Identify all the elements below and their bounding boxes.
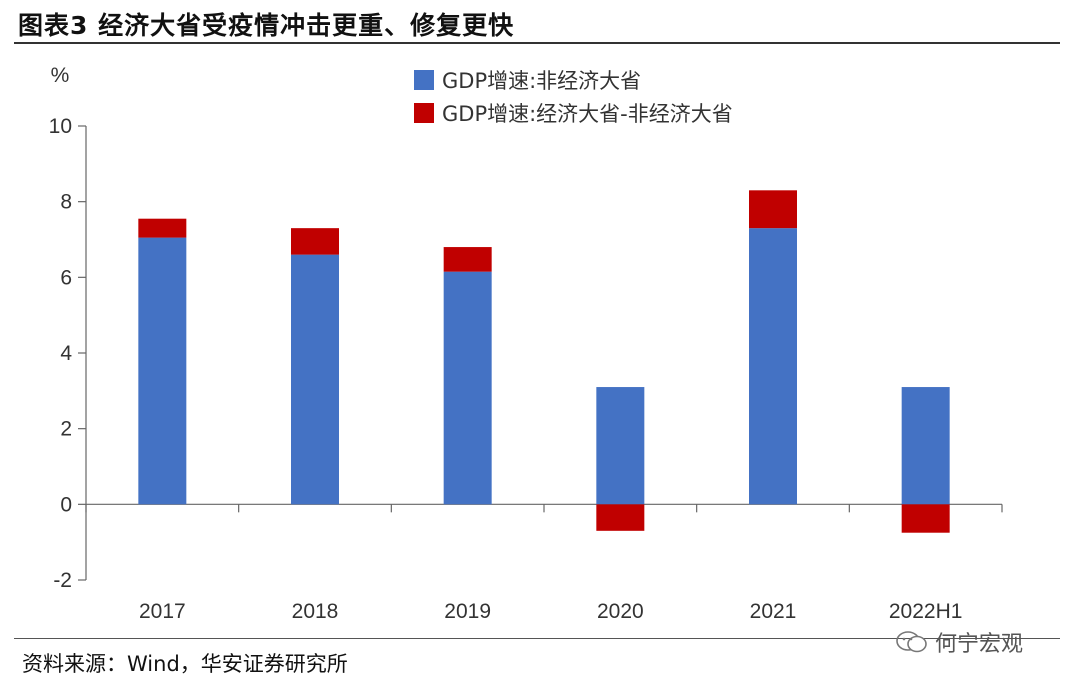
x-tick-label: 2017	[139, 600, 186, 623]
bar-diff-2017	[138, 218, 187, 238]
title-rule	[14, 42, 1060, 44]
bar-diff-2021	[749, 190, 797, 229]
bar-diff-2018	[291, 228, 339, 255]
legend-label: GDP增速:经济大省-非经济大省	[442, 102, 733, 126]
y-tick-label: 0	[60, 493, 72, 516]
x-tick-label: 2021	[750, 600, 797, 623]
wechat-icon	[896, 631, 927, 653]
chart-title: 图表3 经济大省受疫情冲击更重、修复更快	[18, 11, 515, 40]
y-tick-label: -2	[53, 569, 72, 592]
x-tick-label: 2022H1	[889, 600, 963, 623]
x-tick-label: 2018	[292, 600, 339, 623]
bar-diff-2020	[596, 504, 645, 531]
legend-swatch	[414, 70, 434, 90]
footer-rule	[14, 638, 1060, 639]
y-tick-label: 10	[49, 115, 72, 138]
y-tick-label: 2	[60, 418, 72, 441]
y-tick-label: 8	[60, 191, 72, 214]
bar-non-major-2020	[596, 387, 645, 505]
legend-swatch	[414, 103, 434, 123]
bar-diff-2022H1	[901, 504, 950, 533]
chart-axes: -2 0 2 4 6 8 10% 2017 2018 2019 2020 2021 2022H1	[49, 64, 1003, 623]
bar-diff-2019	[443, 247, 492, 272]
y-tick-label: 6	[60, 266, 72, 289]
chart-legend: GDP增速:非经济大省 GDP增速:经济大省-非经济大省	[414, 69, 733, 126]
bar-non-major-2022H1	[901, 387, 950, 505]
y-tick-label: 4	[60, 342, 72, 365]
watermark-text: 何宁宏观	[935, 632, 1024, 657]
bar-non-major-2018	[291, 254, 339, 505]
watermark: 何宁宏观	[895, 626, 1023, 658]
bar-non-major-2017	[138, 237, 187, 505]
x-tick-label: 2020	[597, 600, 644, 623]
y-axis-unit: %	[51, 64, 70, 87]
source-note: 资料来源：Wind，华安证券研究所	[22, 652, 348, 676]
bar-non-major-2019	[443, 271, 492, 505]
x-tick-label: 2019	[444, 600, 491, 623]
legend-label: GDP增速:非经济大省	[442, 69, 641, 93]
bar-non-major-2021	[749, 228, 797, 505]
chart-bars	[138, 190, 950, 533]
